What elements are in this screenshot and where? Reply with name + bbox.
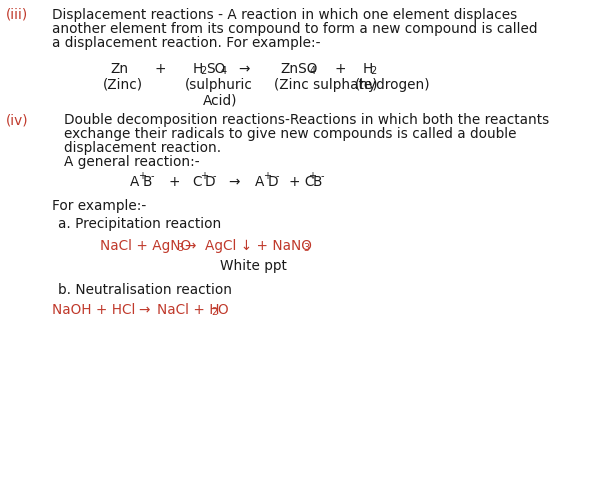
Text: -: - [213, 171, 216, 181]
Text: →: → [228, 175, 240, 189]
Text: Displacement reactions - A reaction in which one element displaces: Displacement reactions - A reaction in w… [52, 8, 518, 22]
Text: +: + [168, 175, 180, 189]
Text: NaOH + HCl: NaOH + HCl [52, 303, 135, 317]
Text: AgCl ↓ + NaNO: AgCl ↓ + NaNO [205, 239, 312, 253]
Text: White ppt: White ppt [220, 259, 287, 273]
Text: +: + [335, 62, 346, 76]
Text: a displacement reaction. For example:-: a displacement reaction. For example:- [52, 36, 320, 50]
Text: O: O [217, 303, 228, 317]
Text: D: D [268, 175, 279, 189]
Text: ZnSO: ZnSO [280, 62, 317, 76]
Text: A: A [255, 175, 264, 189]
Text: 2: 2 [200, 66, 206, 76]
Text: 3: 3 [303, 243, 309, 253]
Text: +: + [155, 62, 167, 76]
Text: +: + [138, 171, 146, 181]
Text: a. Precipitation reaction: a. Precipitation reaction [58, 217, 221, 231]
Text: For example:-: For example:- [52, 199, 146, 213]
Text: →: → [238, 62, 249, 76]
Text: displacement reaction.: displacement reaction. [64, 141, 221, 155]
Text: B: B [143, 175, 152, 189]
Text: 4: 4 [310, 66, 316, 76]
Text: →: → [184, 239, 195, 253]
Text: (hydrogen): (hydrogen) [355, 78, 431, 92]
Text: +: + [263, 171, 271, 181]
Text: NaCl + AgNO: NaCl + AgNO [100, 239, 191, 253]
Text: Acid): Acid) [203, 93, 237, 107]
Text: B: B [313, 175, 322, 189]
Text: 2: 2 [370, 66, 376, 76]
Text: 3: 3 [177, 243, 183, 253]
Text: (Zinc sulphate): (Zinc sulphate) [274, 78, 377, 92]
Text: H: H [363, 62, 373, 76]
Text: -: - [276, 171, 280, 181]
Text: A: A [130, 175, 140, 189]
Text: →: → [138, 303, 149, 317]
Text: H: H [193, 62, 203, 76]
Text: Double decomposition reactions-Reactions in which both the reactants: Double decomposition reactions-Reactions… [64, 113, 549, 127]
Text: 4: 4 [221, 66, 227, 76]
Text: -: - [321, 171, 325, 181]
Text: Zn: Zn [110, 62, 128, 76]
Text: (sulphuric: (sulphuric [185, 78, 253, 92]
Text: b. Neutralisation reaction: b. Neutralisation reaction [58, 283, 232, 297]
Text: -: - [151, 171, 155, 181]
Text: (iii): (iii) [6, 8, 28, 22]
Text: (Zinc): (Zinc) [103, 78, 143, 92]
Text: A general reaction:-: A general reaction:- [64, 155, 199, 169]
Text: exchange their radicals to give new compounds is called a double: exchange their radicals to give new comp… [64, 127, 516, 141]
Text: SO: SO [206, 62, 225, 76]
Text: C: C [192, 175, 201, 189]
Text: NaCl + H: NaCl + H [157, 303, 219, 317]
Text: 2: 2 [211, 307, 217, 317]
Text: (iv): (iv) [6, 113, 29, 127]
Text: D: D [205, 175, 216, 189]
Text: +: + [200, 171, 208, 181]
Text: another element from its compound to form a new compound is called: another element from its compound to for… [52, 22, 537, 36]
Text: +: + [308, 171, 316, 181]
Text: + C: + C [289, 175, 314, 189]
